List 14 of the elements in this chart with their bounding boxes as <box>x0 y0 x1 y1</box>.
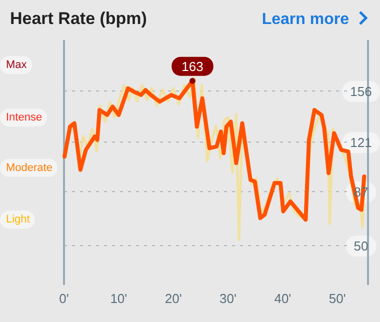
x-tick-label: 40' <box>274 291 292 306</box>
text: Intense <box>6 112 42 124</box>
x-tick-label: 50' <box>328 291 346 306</box>
x-tick-label: 20' <box>164 291 182 306</box>
y-tick-label: 87 <box>354 184 368 200</box>
chart-title: Heart Rate (bpm) <box>10 9 147 28</box>
x-tick-label: 0' <box>59 291 69 306</box>
text: Light <box>6 214 30 226</box>
annotation: 163 <box>182 58 204 74</box>
x-tick-label: 10' <box>110 291 128 306</box>
text: Moderate <box>6 162 52 174</box>
text: Learn more <box>262 11 350 28</box>
text: Max <box>6 59 28 72</box>
x-tick-label: 30' <box>220 291 237 306</box>
